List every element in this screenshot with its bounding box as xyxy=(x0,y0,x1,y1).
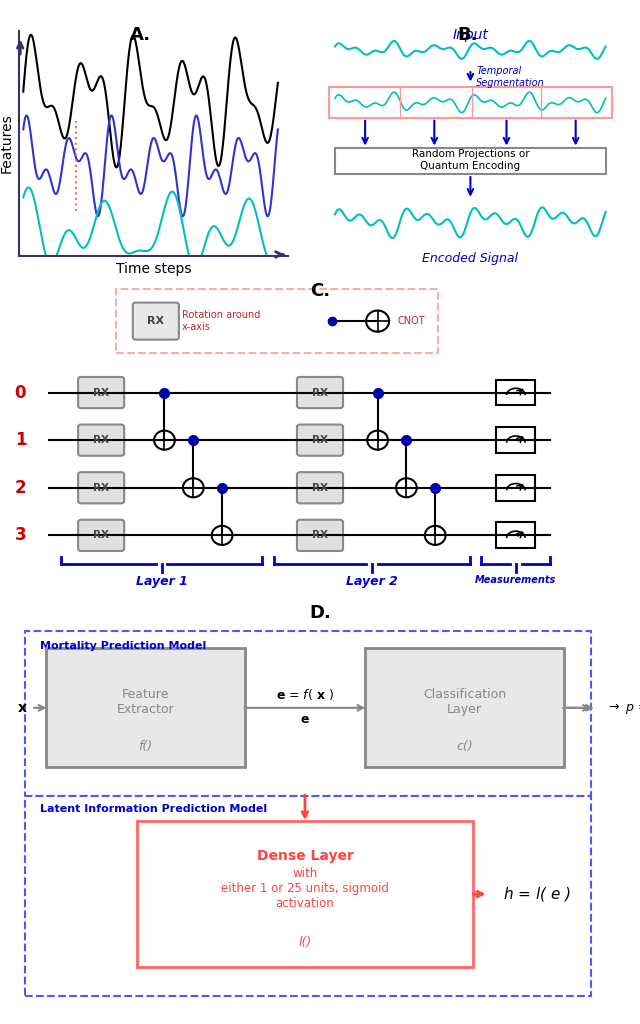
FancyBboxPatch shape xyxy=(78,472,124,504)
Text: $\mathbf{e}$: $\mathbf{e}$ xyxy=(300,713,310,726)
FancyBboxPatch shape xyxy=(297,520,343,551)
Text: RX: RX xyxy=(312,435,328,445)
Text: Classification
Layer: Classification Layer xyxy=(423,688,506,716)
Text: Mortality Prediction Model: Mortality Prediction Model xyxy=(40,641,207,650)
Circle shape xyxy=(183,478,204,498)
Text: $h$ = $l$( $e$ ): $h$ = $l$( $e$ ) xyxy=(502,885,570,903)
Text: Layer 1: Layer 1 xyxy=(136,575,188,588)
Text: C.: C. xyxy=(310,282,330,300)
Text: Rotation around
x-axis: Rotation around x-axis xyxy=(182,310,260,332)
Circle shape xyxy=(425,526,445,545)
Text: c(): c() xyxy=(456,739,473,753)
Text: 2: 2 xyxy=(15,479,26,497)
Text: Measurements: Measurements xyxy=(476,575,556,585)
Text: A.: A. xyxy=(130,26,152,44)
FancyBboxPatch shape xyxy=(133,303,179,340)
Text: $\rightarrow$ $p$ = $c$( $\mathbf{e}$ ): $\rightarrow$ $p$ = $c$( $\mathbf{e}$ ) xyxy=(605,699,640,717)
FancyBboxPatch shape xyxy=(78,520,124,551)
Text: B.: B. xyxy=(457,26,477,44)
Circle shape xyxy=(396,478,417,498)
FancyBboxPatch shape xyxy=(297,425,343,456)
FancyBboxPatch shape xyxy=(335,148,605,174)
FancyBboxPatch shape xyxy=(25,631,591,797)
Text: 1: 1 xyxy=(15,431,26,450)
Text: Input: Input xyxy=(452,29,488,42)
FancyBboxPatch shape xyxy=(297,472,343,504)
FancyBboxPatch shape xyxy=(136,821,474,967)
Circle shape xyxy=(154,431,175,450)
Text: 3: 3 xyxy=(15,526,26,545)
Text: Layer 2: Layer 2 xyxy=(346,575,398,588)
Text: D.: D. xyxy=(309,604,331,623)
X-axis label: Time steps: Time steps xyxy=(116,261,191,275)
Circle shape xyxy=(212,526,232,545)
Text: RX: RX xyxy=(312,387,328,397)
Circle shape xyxy=(367,431,388,450)
Text: with
either 1 or 25 units, sigmoid
activation: with either 1 or 25 units, sigmoid activ… xyxy=(221,867,389,909)
Text: RX: RX xyxy=(93,387,109,397)
Text: RX: RX xyxy=(312,482,328,493)
FancyBboxPatch shape xyxy=(78,425,124,456)
Text: RX: RX xyxy=(93,482,109,493)
FancyBboxPatch shape xyxy=(496,475,536,501)
FancyBboxPatch shape xyxy=(496,522,536,548)
FancyBboxPatch shape xyxy=(297,377,343,409)
Text: $\mathbf{x}$: $\mathbf{x}$ xyxy=(17,700,28,715)
Text: f(): f() xyxy=(138,739,152,753)
Circle shape xyxy=(366,310,389,332)
Text: Latent Information Prediction Model: Latent Information Prediction Model xyxy=(40,804,268,814)
Text: Temporal
Segmentation: Temporal Segmentation xyxy=(476,66,545,88)
Text: RX: RX xyxy=(147,316,164,326)
Text: Encoded Signal: Encoded Signal xyxy=(422,252,518,265)
Text: $\mathbf{e}$ = $f$( $\mathbf{x}$ ): $\mathbf{e}$ = $f$( $\mathbf{x}$ ) xyxy=(276,687,334,701)
Text: RX: RX xyxy=(93,530,109,541)
Text: Random Projections or
Quantum Encoding: Random Projections or Quantum Encoding xyxy=(412,150,529,171)
Text: RX: RX xyxy=(93,435,109,445)
FancyBboxPatch shape xyxy=(329,87,612,118)
FancyBboxPatch shape xyxy=(365,648,564,767)
FancyBboxPatch shape xyxy=(78,377,124,409)
FancyBboxPatch shape xyxy=(496,427,536,453)
Text: Feature
Extractor: Feature Extractor xyxy=(116,688,174,716)
Text: RX: RX xyxy=(312,530,328,541)
Text: 0: 0 xyxy=(15,384,26,401)
Text: Dense Layer: Dense Layer xyxy=(257,849,353,862)
Text: l(): l() xyxy=(298,936,312,948)
Text: CNOT: CNOT xyxy=(398,316,426,326)
FancyBboxPatch shape xyxy=(25,797,591,995)
Y-axis label: Features: Features xyxy=(0,114,13,173)
FancyBboxPatch shape xyxy=(46,648,245,767)
FancyBboxPatch shape xyxy=(115,290,438,353)
FancyBboxPatch shape xyxy=(496,380,536,406)
